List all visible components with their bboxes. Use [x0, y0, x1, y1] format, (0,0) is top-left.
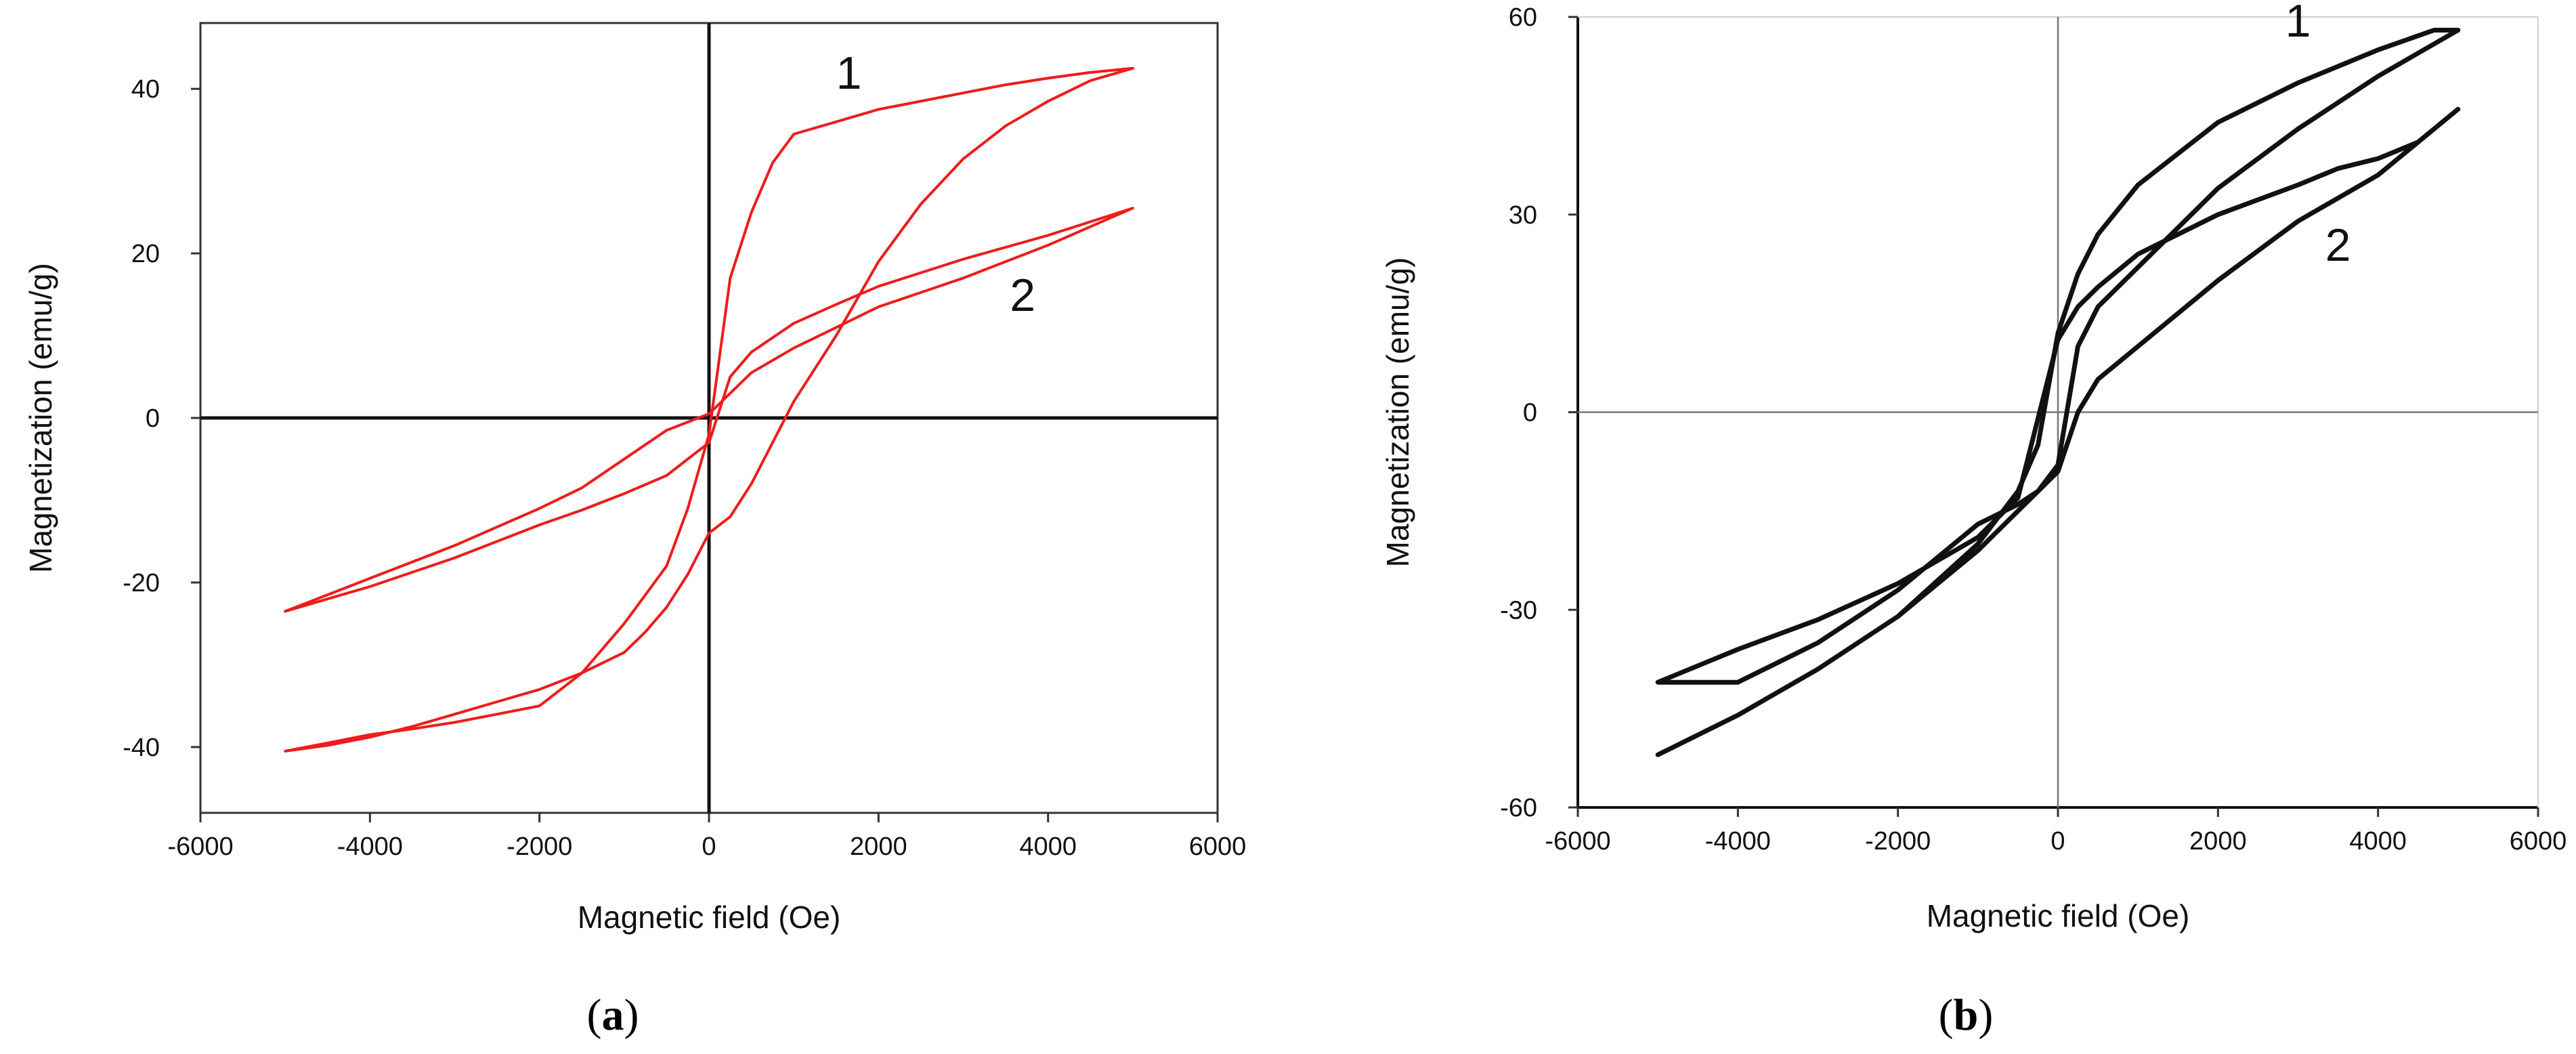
- x-tick-label: 2000: [2189, 827, 2247, 856]
- x-axis-title: Magnetic field (Oe): [578, 900, 841, 935]
- curve-label-2: 2: [1010, 270, 1035, 321]
- panel-label: (a): [587, 990, 639, 1040]
- hysteresis-loop-2: [1655, 106, 2461, 685]
- y-tick-label: 30: [1509, 201, 1537, 230]
- chart-panel-a: -6000 -4000 -2000 0 2000 4000 6000 40 20 0 -20 -40 M…: [23, 22, 1247, 1040]
- x-tick-label: -2000: [1865, 827, 1931, 856]
- y-tick-label: -60: [1500, 794, 1537, 822]
- hysteresis-loop-2: [284, 207, 1134, 613]
- curve-label-2: 2: [2325, 219, 2351, 271]
- y-tick-label: -30: [1500, 596, 1537, 625]
- x-tick-label: -4000: [1705, 827, 1771, 856]
- x-tick-label: -2000: [507, 832, 572, 861]
- x-tick-label: -4000: [337, 832, 403, 861]
- x-tick-label: 2000: [850, 832, 907, 861]
- panel-label: (b): [1939, 990, 1994, 1040]
- x-tick-label: 0: [702, 832, 716, 861]
- y-axis-title: Magnetization (emu/g): [23, 263, 58, 573]
- curve-label-1: 1: [836, 47, 862, 99]
- x-tick-label: -6000: [167, 832, 233, 861]
- hysteresis-loop-1: [284, 66, 1134, 753]
- chart-panel-b: -6000 -4000 -2000 0 2000 4000 6000 60 30 0 -30 -60 M…: [1380, 0, 2567, 1040]
- y-tick-label: -20: [123, 569, 160, 597]
- y-tick-label: 0: [1523, 399, 1537, 427]
- y-tick-label: 20: [131, 240, 160, 268]
- x-tick-label: 0: [2051, 827, 2065, 856]
- hysteresis-loop-1: [1655, 28, 2461, 757]
- x-axis-title: Magnetic field (Oe): [1927, 898, 2190, 933]
- y-axis-title: Magnetization (emu/g): [1380, 257, 1415, 568]
- y-tick-label: -40: [123, 734, 160, 762]
- x-tick-label: 6000: [2510, 827, 2567, 856]
- y-tick-label: 40: [131, 75, 160, 104]
- x-tick-label: 4000: [2349, 827, 2407, 856]
- curve-label-1: 1: [2285, 0, 2311, 47]
- y-tick-label: 60: [1509, 3, 1537, 32]
- y-tick-label: 0: [146, 404, 160, 433]
- x-tick-label: 4000: [1019, 832, 1077, 861]
- x-tick-label: -6000: [1545, 827, 1610, 856]
- x-tick-label: 6000: [1189, 832, 1247, 861]
